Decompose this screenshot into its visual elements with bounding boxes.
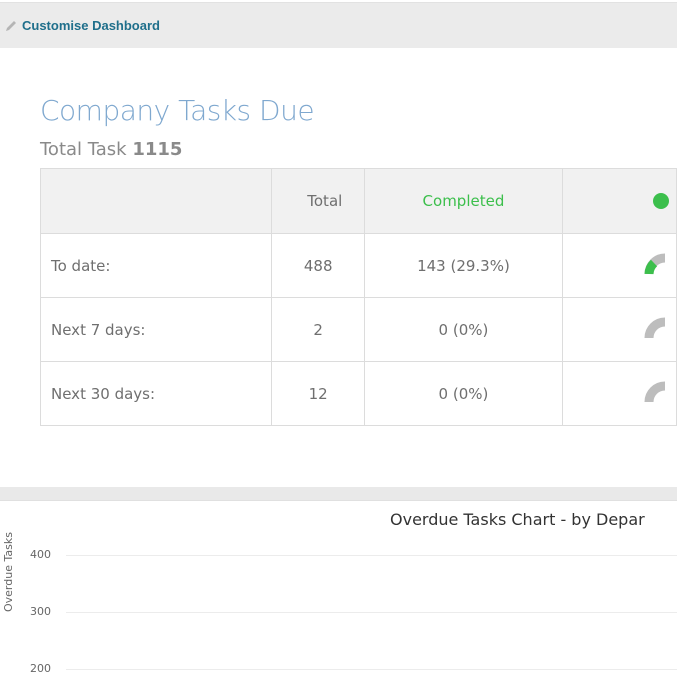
total-task-value: 1115 xyxy=(132,139,183,160)
header-label xyxy=(39,168,273,234)
header-gauge xyxy=(561,168,677,234)
row-label: Next 30 days: xyxy=(39,361,273,426)
y-tick: 200 xyxy=(30,662,51,675)
header-completed: Completed xyxy=(364,168,563,234)
tasks-due-table: Total Completed To date: 488 143 (29.3%)… xyxy=(39,168,677,426)
row-gauge xyxy=(561,233,677,298)
chart-title: Overdue Tasks Chart - by Depar xyxy=(390,510,645,529)
progress-gauge-icon xyxy=(644,317,666,339)
gridline xyxy=(66,612,677,613)
row-label: Next 7 days: xyxy=(39,297,273,362)
y-tick: 300 xyxy=(30,605,51,618)
gridline xyxy=(66,555,677,556)
total-task-label: Total Task xyxy=(40,139,127,160)
progress-gauge-icon xyxy=(644,253,666,275)
legend-dot-icon xyxy=(652,193,669,209)
row-gauge xyxy=(561,361,677,426)
row-gauge xyxy=(561,297,677,362)
row-completed: 0 (0%) xyxy=(364,297,563,362)
total-task-summary: Total Task 1115 xyxy=(40,139,182,160)
y-tick: 400 xyxy=(30,548,51,561)
page-title: Company Tasks Due xyxy=(40,94,315,127)
pencil-icon xyxy=(6,20,16,31)
progress-gauge-icon xyxy=(644,381,666,403)
chart-y-axis-label: Overdue Tasks xyxy=(2,532,15,612)
table-row: Next 7 days: 2 0 (0%) xyxy=(39,297,677,362)
row-total: 2 xyxy=(271,297,366,362)
table-header-row: Total Completed xyxy=(39,168,677,234)
row-completed: 0 (0%) xyxy=(364,361,563,426)
customise-dashboard-link[interactable]: Customise Dashboard xyxy=(22,18,160,33)
row-completed: 143 (29.3%) xyxy=(364,233,563,298)
gridline xyxy=(66,669,677,670)
row-label: To date: xyxy=(39,233,273,298)
row-total: 488 xyxy=(271,233,366,298)
table-row: To date: 488 143 (29.3%) xyxy=(39,233,677,298)
row-total: 12 xyxy=(271,361,366,426)
table-row: Next 30 days: 12 0 (0%) xyxy=(39,361,677,426)
dashboard-toolbar: Customise Dashboard xyxy=(0,2,677,48)
panel-divider xyxy=(0,487,677,501)
header-total: Total xyxy=(271,168,366,234)
